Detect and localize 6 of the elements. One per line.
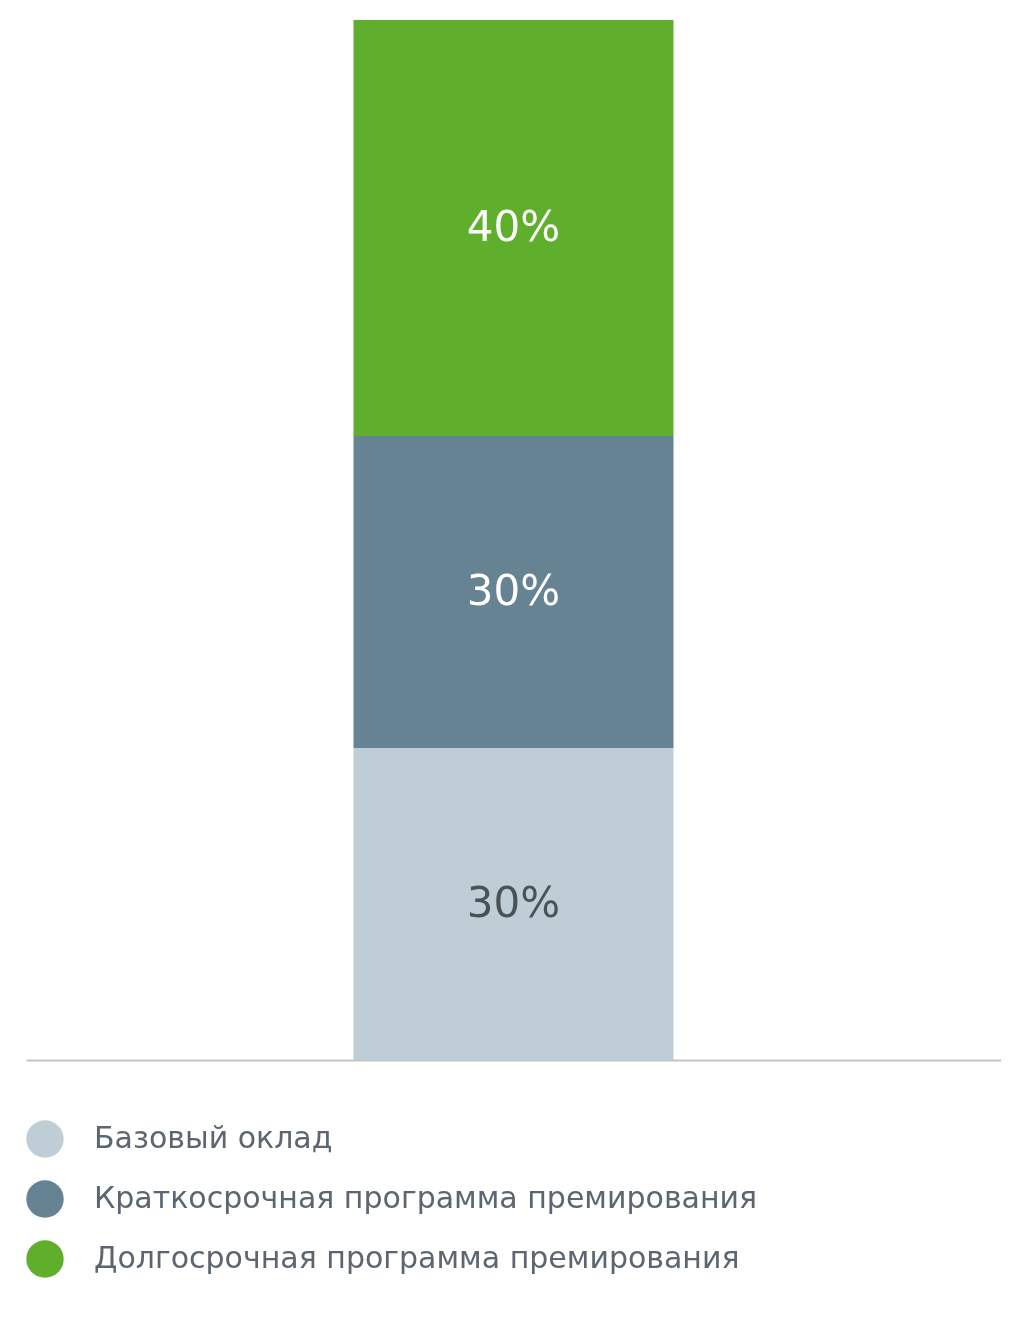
legend-label: Краткосрочная программа премирования [94, 1180, 758, 1215]
data-label: 40% [466, 202, 561, 251]
data-label: 30% [466, 566, 561, 615]
data-label: 30% [466, 878, 561, 927]
legend-label: Базовый оклад [94, 1120, 333, 1155]
legend-label: Долгосрочная программа премирования [94, 1240, 740, 1275]
